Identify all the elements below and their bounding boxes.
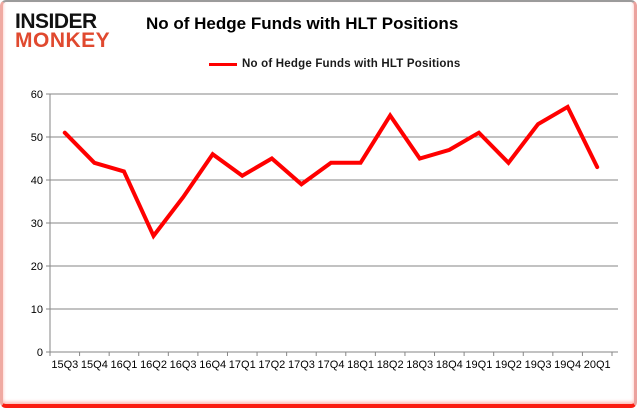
svg-text:19Q3: 19Q3	[525, 359, 552, 371]
svg-text:19Q2: 19Q2	[495, 359, 522, 371]
x-axis-ticks	[49, 352, 613, 356]
svg-text:16Q2: 16Q2	[140, 359, 167, 371]
svg-text:18Q1: 18Q1	[347, 359, 374, 371]
svg-text:17Q1: 17Q1	[229, 359, 256, 371]
svg-text:60: 60	[31, 89, 43, 101]
svg-text:20Q1: 20Q1	[584, 359, 611, 371]
svg-text:18Q2: 18Q2	[377, 359, 404, 371]
svg-text:20: 20	[31, 261, 43, 273]
svg-text:17Q4: 17Q4	[318, 359, 345, 371]
logo-text-monkey: MONKEY	[15, 29, 111, 53]
gridlines	[49, 93, 618, 353]
svg-text:50: 50	[31, 132, 43, 144]
svg-text:17Q2: 17Q2	[258, 359, 285, 371]
insider-monkey-logo: INSIDER MONKEY	[15, 10, 111, 53]
svg-text:16Q3: 16Q3	[170, 359, 197, 371]
legend: No of Hedge Funds with HLT Positions	[209, 58, 460, 70]
svg-text:10: 10	[31, 304, 43, 316]
y-axis-labels: 0 10 20 30 40 50 60	[31, 89, 43, 359]
svg-text:0: 0	[37, 347, 43, 359]
svg-text:16Q4: 16Q4	[199, 359, 226, 371]
logo-text-insider: INSIDER	[15, 10, 97, 33]
series-line-hedge-funds	[62, 104, 600, 240]
svg-text:19Q4: 19Q4	[554, 359, 581, 371]
chart-title: No of Hedge Funds with HLT Positions	[146, 14, 459, 33]
svg-text:18Q4: 18Q4	[436, 359, 463, 371]
y-axis-ticks	[46, 93, 50, 353]
svg-text:15Q3: 15Q3	[51, 359, 78, 371]
svg-text:30: 30	[31, 218, 43, 230]
legend-line-swatch	[209, 62, 237, 66]
x-axis-labels: 15Q3 15Q4 16Q1 16Q2 16Q3 16Q4 17Q1 17Q2 17Q3 17Q4…	[51, 359, 610, 371]
svg-text:19Q1: 19Q1	[465, 359, 492, 371]
svg-text:17Q3: 17Q3	[288, 359, 315, 371]
svg-text:40: 40	[31, 175, 43, 187]
legend-label: No of Hedge Funds with HLT Positions	[242, 58, 461, 70]
svg-text:16Q1: 16Q1	[110, 359, 137, 371]
svg-text:15Q4: 15Q4	[81, 359, 108, 371]
svg-text:18Q3: 18Q3	[406, 359, 433, 371]
